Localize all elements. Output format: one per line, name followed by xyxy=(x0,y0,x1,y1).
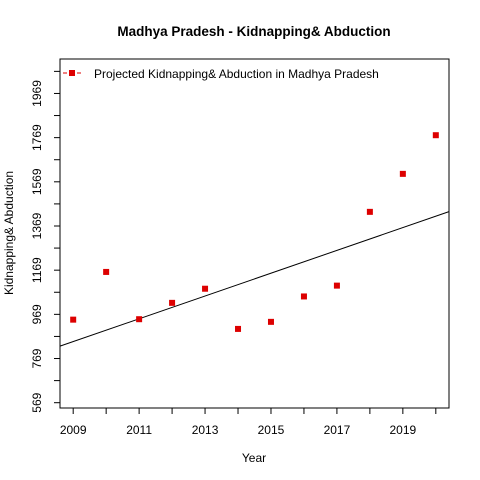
data-point xyxy=(399,170,406,177)
data-point xyxy=(300,293,307,300)
y-tick-label: 569 xyxy=(30,392,44,412)
chart-title: Madhya Pradesh - Kidnapping& Abduction xyxy=(117,24,390,39)
y-axis-label: Kidnapping& Abduction xyxy=(2,171,16,295)
x-axis-label: Year xyxy=(242,451,266,465)
y-tick-label: 1569 xyxy=(30,168,44,195)
x-axis: 2009 2011 2013 2015 2017 2019 xyxy=(60,408,437,437)
y-tick-label: 969 xyxy=(30,304,44,324)
data-point xyxy=(169,299,176,306)
data-point xyxy=(366,208,373,215)
x-tick-label: 2009 xyxy=(60,423,87,437)
data-point xyxy=(103,268,110,275)
trend-line xyxy=(59,211,450,347)
y-axis: 569 769 969 1169 1369 1569 1769 1969 xyxy=(30,70,60,413)
y-tick-label: 769 xyxy=(30,348,44,368)
y-tick-label: 1169 xyxy=(30,257,44,283)
y-tick-label: 1969 xyxy=(30,80,44,107)
x-tick-label: 2015 xyxy=(258,423,285,437)
data-point xyxy=(70,316,77,323)
plot-frame xyxy=(59,58,450,409)
y-tick-label: 1369 xyxy=(30,212,44,239)
data-point xyxy=(202,285,209,292)
x-tick-label: 2011 xyxy=(126,423,152,437)
data-point xyxy=(432,132,439,139)
x-tick-label: 2019 xyxy=(389,423,416,437)
legend-label: Projected Kidnapping& Abduction in Madhy… xyxy=(94,67,379,81)
x-tick-label: 2013 xyxy=(192,423,219,437)
legend: Projected Kidnapping& Abduction in Madhy… xyxy=(63,67,379,81)
legend-marker xyxy=(69,70,75,76)
x-tick-label: 2017 xyxy=(324,423,351,437)
data-point xyxy=(235,325,242,332)
data-point xyxy=(267,318,274,325)
data-point xyxy=(136,316,143,323)
data-points xyxy=(70,132,439,332)
y-tick-label: 1769 xyxy=(30,124,44,151)
data-point xyxy=(333,282,340,289)
